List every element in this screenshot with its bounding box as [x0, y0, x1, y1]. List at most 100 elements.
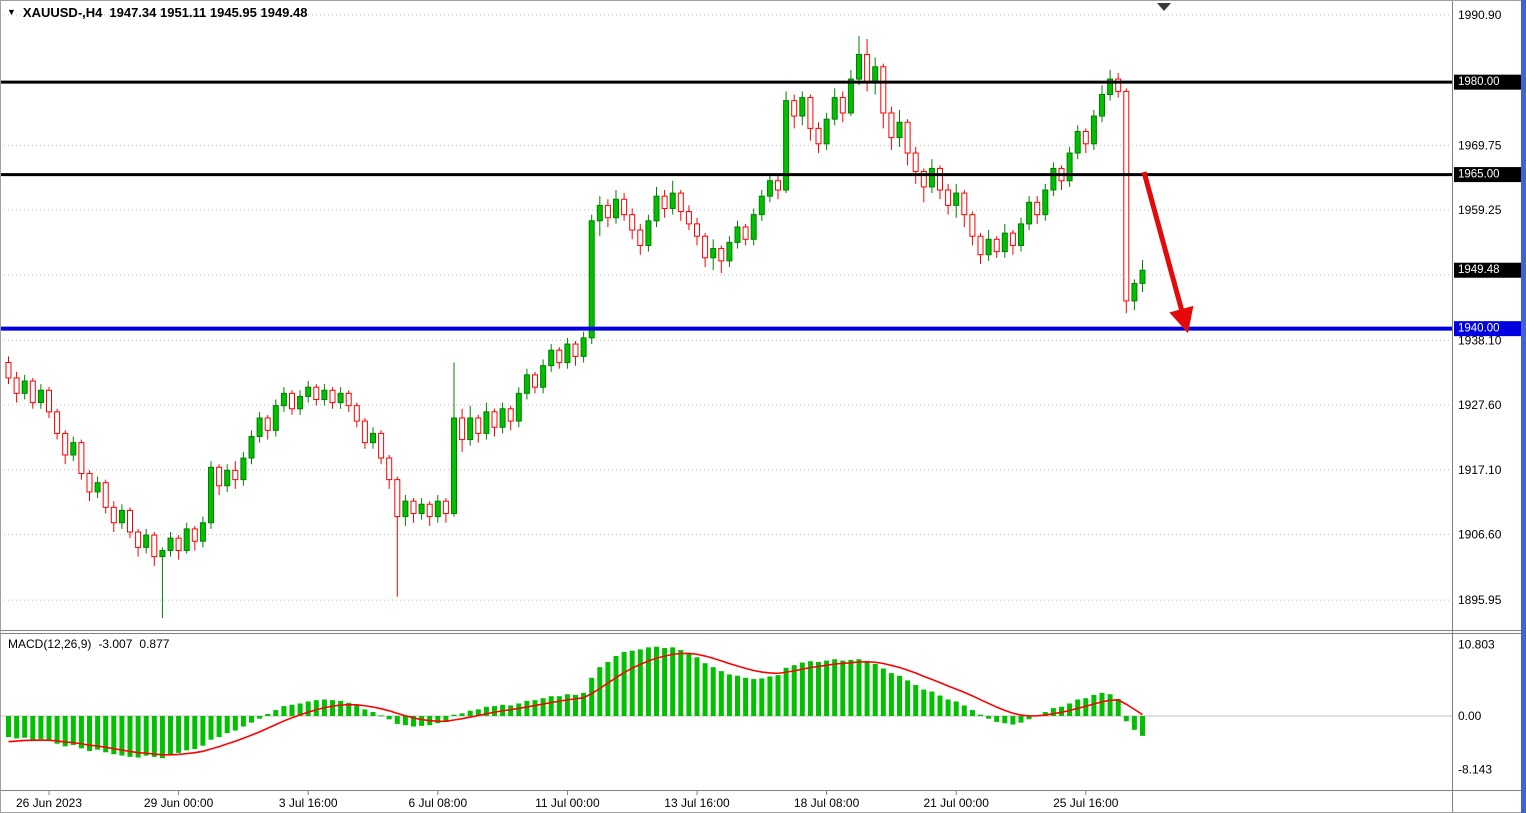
- candle-bearish: [62, 430, 69, 465]
- time-axis-label[interactable]: 29 Jun 00:00: [144, 796, 214, 810]
- time-axis-label[interactable]: 3 Jul 16:00: [279, 796, 338, 810]
- macd-histogram-bar: [589, 677, 595, 716]
- time-axis-label[interactable]: 21 Jul 00:00: [924, 796, 990, 810]
- candle-body: [515, 392, 522, 422]
- candle-body: [143, 534, 150, 548]
- candle-body: [856, 53, 862, 80]
- macd-histogram-bar: [419, 716, 425, 726]
- candle-bearish: [54, 408, 61, 440]
- candle-bearish: [969, 211, 976, 246]
- candle-bullish: [1026, 196, 1033, 231]
- candle-bullish: [564, 337, 571, 369]
- candle-body: [256, 417, 263, 437]
- candle-bullish: [167, 531, 174, 557]
- candle-body: [426, 503, 433, 518]
- candle-bearish: [442, 498, 449, 523]
- candle-bearish: [912, 146, 919, 184]
- macd-histogram-bar: [629, 650, 635, 716]
- candle-bearish: [135, 528, 142, 557]
- macd-histogram-bar: [969, 710, 975, 716]
- candle-body: [888, 112, 895, 139]
- macd-histogram-bar: [1123, 716, 1129, 722]
- candle-bullish: [1018, 217, 1024, 252]
- candle-bullish: [856, 35, 862, 86]
- macd-histogram-bar: [953, 701, 959, 716]
- candle-body: [264, 417, 271, 431]
- candle-bearish: [127, 507, 133, 539]
- candle-body: [985, 238, 992, 256]
- candle-bearish: [604, 199, 611, 227]
- candle-body: [1034, 201, 1041, 216]
- time-axis-label[interactable]: 13 Jul 16:00: [664, 796, 730, 810]
- trend-arrow-annotation[interactable]: [1141, 171, 1194, 334]
- candle-body: [62, 432, 69, 456]
- candle-body: [969, 214, 976, 237]
- macd-histogram-bar: [678, 650, 684, 716]
- candle-body: [70, 442, 77, 456]
- candle-bullish: [523, 368, 530, 400]
- candle-body: [297, 395, 304, 410]
- candle-body: [345, 392, 352, 407]
- candle-body: [702, 235, 709, 259]
- time-axis-label[interactable]: 25 Jul 16:00: [1053, 796, 1119, 810]
- price-box-label: 1965.00: [1458, 169, 1500, 181]
- macd-histogram-bar: [573, 694, 578, 716]
- candle-bearish: [216, 464, 223, 496]
- candle-body: [750, 214, 757, 240]
- time-axis-label[interactable]: 6 Jul 08:00: [408, 796, 467, 810]
- candle-body: [378, 432, 385, 459]
- macd-histogram-bar: [135, 716, 141, 758]
- candle-bullish: [337, 387, 344, 409]
- candle-bullish: [434, 495, 441, 523]
- candle-bullish: [248, 430, 255, 465]
- macd-signal-line: [8, 652, 1143, 756]
- chart-title: ▼ XAUUSD-,H4 1947.34 1951.11 1945.95 194…: [7, 5, 307, 20]
- candle-body: [710, 248, 717, 259]
- macd-histogram-bar: [832, 659, 838, 716]
- macd-histogram-bar: [338, 700, 344, 716]
- macd-histogram-bar: [378, 715, 384, 717]
- candle-bullish: [256, 411, 263, 443]
- price-axis-label: 1969.75: [1458, 138, 1502, 152]
- chart-shift-marker[interactable]: [1157, 3, 1171, 11]
- candle-body: [920, 171, 927, 188]
- time-axis-label[interactable]: 26 Jun 2023: [16, 796, 82, 810]
- candle-bearish: [394, 476, 401, 597]
- macd-histogram-bar: [370, 712, 376, 716]
- candle-bullish: [1139, 260, 1146, 292]
- candle-bullish: [823, 112, 830, 150]
- candle-body: [604, 204, 611, 219]
- macd-histogram-bar: [95, 716, 101, 750]
- candle-body: [726, 241, 733, 262]
- macd-histogram-bar: [127, 716, 133, 757]
- time-axis-label[interactable]: 18 Jul 08:00: [794, 796, 860, 810]
- macd-histogram-bar: [767, 676, 773, 716]
- macd-histogram-bar: [524, 700, 530, 716]
- candle-bullish: [70, 436, 77, 462]
- candle-body: [29, 380, 36, 404]
- candle-body: [977, 235, 984, 256]
- price-box-label: 1940.00: [1458, 323, 1500, 335]
- candle-body: [507, 408, 514, 422]
- macd-panel[interactable]: [0, 646, 1452, 759]
- macd-indicator-label: MACD(12,26,9) -3.007 0.877: [8, 637, 169, 651]
- candle-body: [685, 211, 692, 225]
- candle-body: [1107, 78, 1114, 95]
- candle-body: [280, 392, 287, 407]
- price-axis-area[interactable]: [1453, 0, 1526, 813]
- time-axis-label[interactable]: 11 Jul 00:00: [535, 796, 600, 810]
- macd-histogram-bar: [402, 716, 408, 726]
- candle-body: [758, 195, 765, 216]
- candle-body: [621, 198, 628, 216]
- macd-histogram-bar: [289, 704, 295, 716]
- candle-body: [961, 192, 968, 216]
- macd-histogram-bar: [492, 706, 497, 716]
- macd-histogram-bar: [888, 673, 894, 716]
- candle-body: [272, 405, 279, 431]
- candle-body: [499, 408, 506, 428]
- macd-histogram-bar: [735, 675, 740, 716]
- candle-bearish: [961, 190, 968, 227]
- candle-body: [1090, 115, 1097, 145]
